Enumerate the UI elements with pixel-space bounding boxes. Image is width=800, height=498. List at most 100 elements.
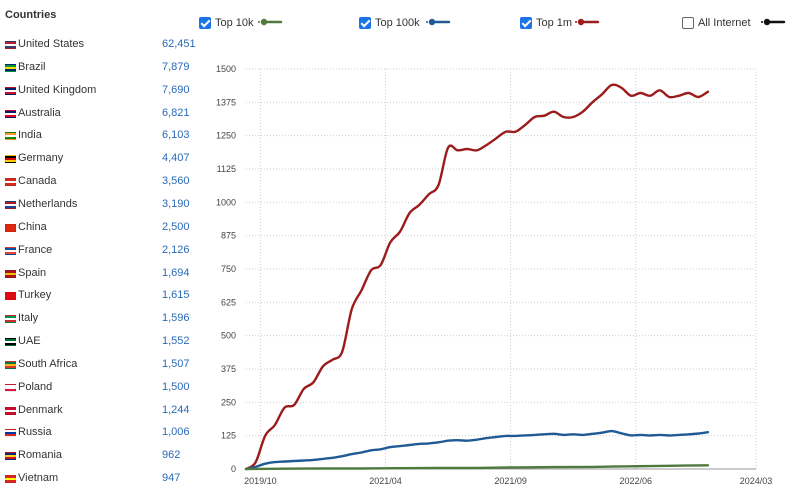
poland-flag-icon — [5, 383, 16, 392]
country-row[interactable]: Denmark 1,244 — [0, 401, 210, 421]
country-name: Romania — [18, 449, 63, 462]
chart-legend: Top 10k Top 100k Top 1m All Internet — [0, 0, 800, 36]
country-value[interactable]: 947 — [162, 472, 181, 485]
country-value[interactable]: 2,126 — [162, 243, 190, 256]
country-row[interactable]: Italy 1,596 — [0, 309, 210, 329]
country-name: United Kingdom — [18, 83, 97, 96]
legend-label-top100k: Top 100k — [375, 17, 420, 29]
country-row[interactable]: Spain 1,694 — [0, 264, 210, 284]
top100k-checkbox[interactable] — [359, 17, 371, 29]
y-tick-label: 625 — [221, 297, 236, 307]
country-value[interactable]: 1,552 — [162, 335, 190, 348]
uk-flag-icon — [5, 86, 16, 95]
series-line-top-1m — [244, 83, 710, 471]
south-africa-flag-icon — [5, 360, 16, 369]
india-flag-icon — [5, 132, 16, 141]
spain-flag-icon — [5, 269, 16, 278]
x-tick-label: 2021/09 — [494, 476, 527, 486]
country-name: Denmark — [18, 403, 63, 416]
country-value[interactable]: 1,006 — [162, 426, 190, 439]
country-value[interactable]: 3,560 — [162, 175, 190, 188]
y-tick-label: 750 — [221, 264, 236, 274]
country-row[interactable]: South Africa 1,507 — [0, 355, 210, 375]
uae-flag-icon — [5, 338, 16, 347]
country-value[interactable]: 1,507 — [162, 357, 190, 370]
country-row[interactable]: China 2,500 — [0, 218, 210, 238]
x-tick-label: 2022/06 — [619, 476, 652, 486]
france-flag-icon — [5, 246, 16, 255]
countries-heading: Countries — [5, 9, 57, 21]
x-tick-label: 2021/04 — [369, 476, 402, 486]
country-row[interactable]: Russia 1,006 — [0, 423, 210, 443]
australia-flag-icon — [5, 109, 16, 118]
netherlands-flag-icon — [5, 200, 16, 209]
country-row[interactable]: Australia 6,821 — [0, 104, 210, 124]
y-tick-label: 125 — [221, 431, 236, 441]
country-name: Spain — [18, 266, 47, 279]
country-name: United States — [18, 38, 85, 50]
y-tick-label: 1250 — [216, 131, 236, 141]
all-internet-checkbox[interactable] — [682, 17, 694, 29]
top1m-checkbox[interactable] — [520, 17, 532, 29]
turkey-flag-icon — [5, 292, 16, 301]
country-name: South Africa — [18, 357, 78, 370]
country-name: Italy — [18, 312, 39, 325]
country-row[interactable]: Netherlands 3,190 — [0, 195, 210, 215]
country-row[interactable]: Germany 4,407 — [0, 149, 210, 169]
legend-label-all-internet: All Internet — [698, 17, 751, 29]
country-row[interactable]: United Kingdom 7,690 — [0, 81, 210, 101]
country-row[interactable]: UAE 1,552 — [0, 332, 210, 352]
series-line-top-100k — [244, 429, 710, 471]
country-value[interactable]: 1,500 — [162, 380, 190, 393]
germany-flag-icon — [5, 155, 16, 164]
country-name: Vietnam — [18, 472, 59, 485]
legend-label-top10k: Top 10k — [215, 17, 254, 29]
denmark-flag-icon — [5, 406, 16, 415]
country-value[interactable]: 1,694 — [162, 266, 190, 279]
canada-flag-icon — [5, 178, 16, 187]
country-row[interactable]: Canada 3,560 — [0, 172, 210, 192]
y-tick-label: 1000 — [216, 197, 236, 207]
romania-flag-icon — [5, 452, 16, 461]
series-line-top-10k — [244, 464, 710, 471]
legend-marker-top100k-icon — [426, 18, 451, 26]
y-tick-label: 250 — [221, 397, 236, 407]
country-value[interactable]: 1,596 — [162, 312, 190, 325]
country-value[interactable]: 6,103 — [162, 129, 190, 142]
top10k-checkbox[interactable] — [199, 17, 211, 29]
country-name: Netherlands — [18, 197, 78, 210]
country-value[interactable]: 6,821 — [162, 106, 190, 119]
country-value[interactable]: 4,407 — [162, 152, 190, 165]
country-name: UAE — [18, 335, 41, 348]
vietnam-flag-icon — [5, 475, 16, 484]
brazil-flag-icon — [5, 63, 16, 72]
country-name: Poland — [18, 380, 53, 393]
country-value[interactable]: 62,451 — [162, 38, 196, 50]
country-row[interactable]: France 2,126 — [0, 241, 210, 261]
country-row[interactable]: Vietnam 947 — [0, 469, 210, 489]
russia-flag-icon — [5, 429, 16, 438]
legend-label-top1m: Top 1m — [536, 17, 573, 29]
country-value[interactable]: 1,244 — [162, 403, 190, 416]
country-name: Canada — [18, 175, 57, 188]
country-row[interactable]: United States 62,451 — [0, 35, 210, 55]
legend-marker-top10k-icon — [258, 18, 283, 26]
country-row[interactable]: Turkey 1,615 — [0, 286, 210, 306]
country-value[interactable]: 962 — [162, 449, 181, 462]
y-tick-label: 0 — [231, 464, 236, 474]
y-tick-label: 1500 — [216, 64, 236, 74]
country-value[interactable]: 7,879 — [162, 60, 190, 73]
country-row[interactable]: Romania 962 — [0, 446, 210, 466]
country-value[interactable]: 3,190 — [162, 197, 190, 210]
china-flag-icon — [5, 223, 16, 232]
country-row[interactable]: India 6,103 — [0, 126, 210, 146]
country-row[interactable]: Brazil 7,879 — [0, 58, 210, 78]
country-name: Brazil — [18, 60, 46, 73]
country-value[interactable]: 2,500 — [162, 220, 190, 233]
country-value[interactable]: 7,690 — [162, 83, 190, 96]
country-value[interactable]: 1,615 — [162, 289, 190, 302]
country-name: India — [18, 129, 42, 142]
y-tick-label: 375 — [221, 364, 236, 374]
country-row[interactable]: Poland 1,500 — [0, 378, 210, 398]
